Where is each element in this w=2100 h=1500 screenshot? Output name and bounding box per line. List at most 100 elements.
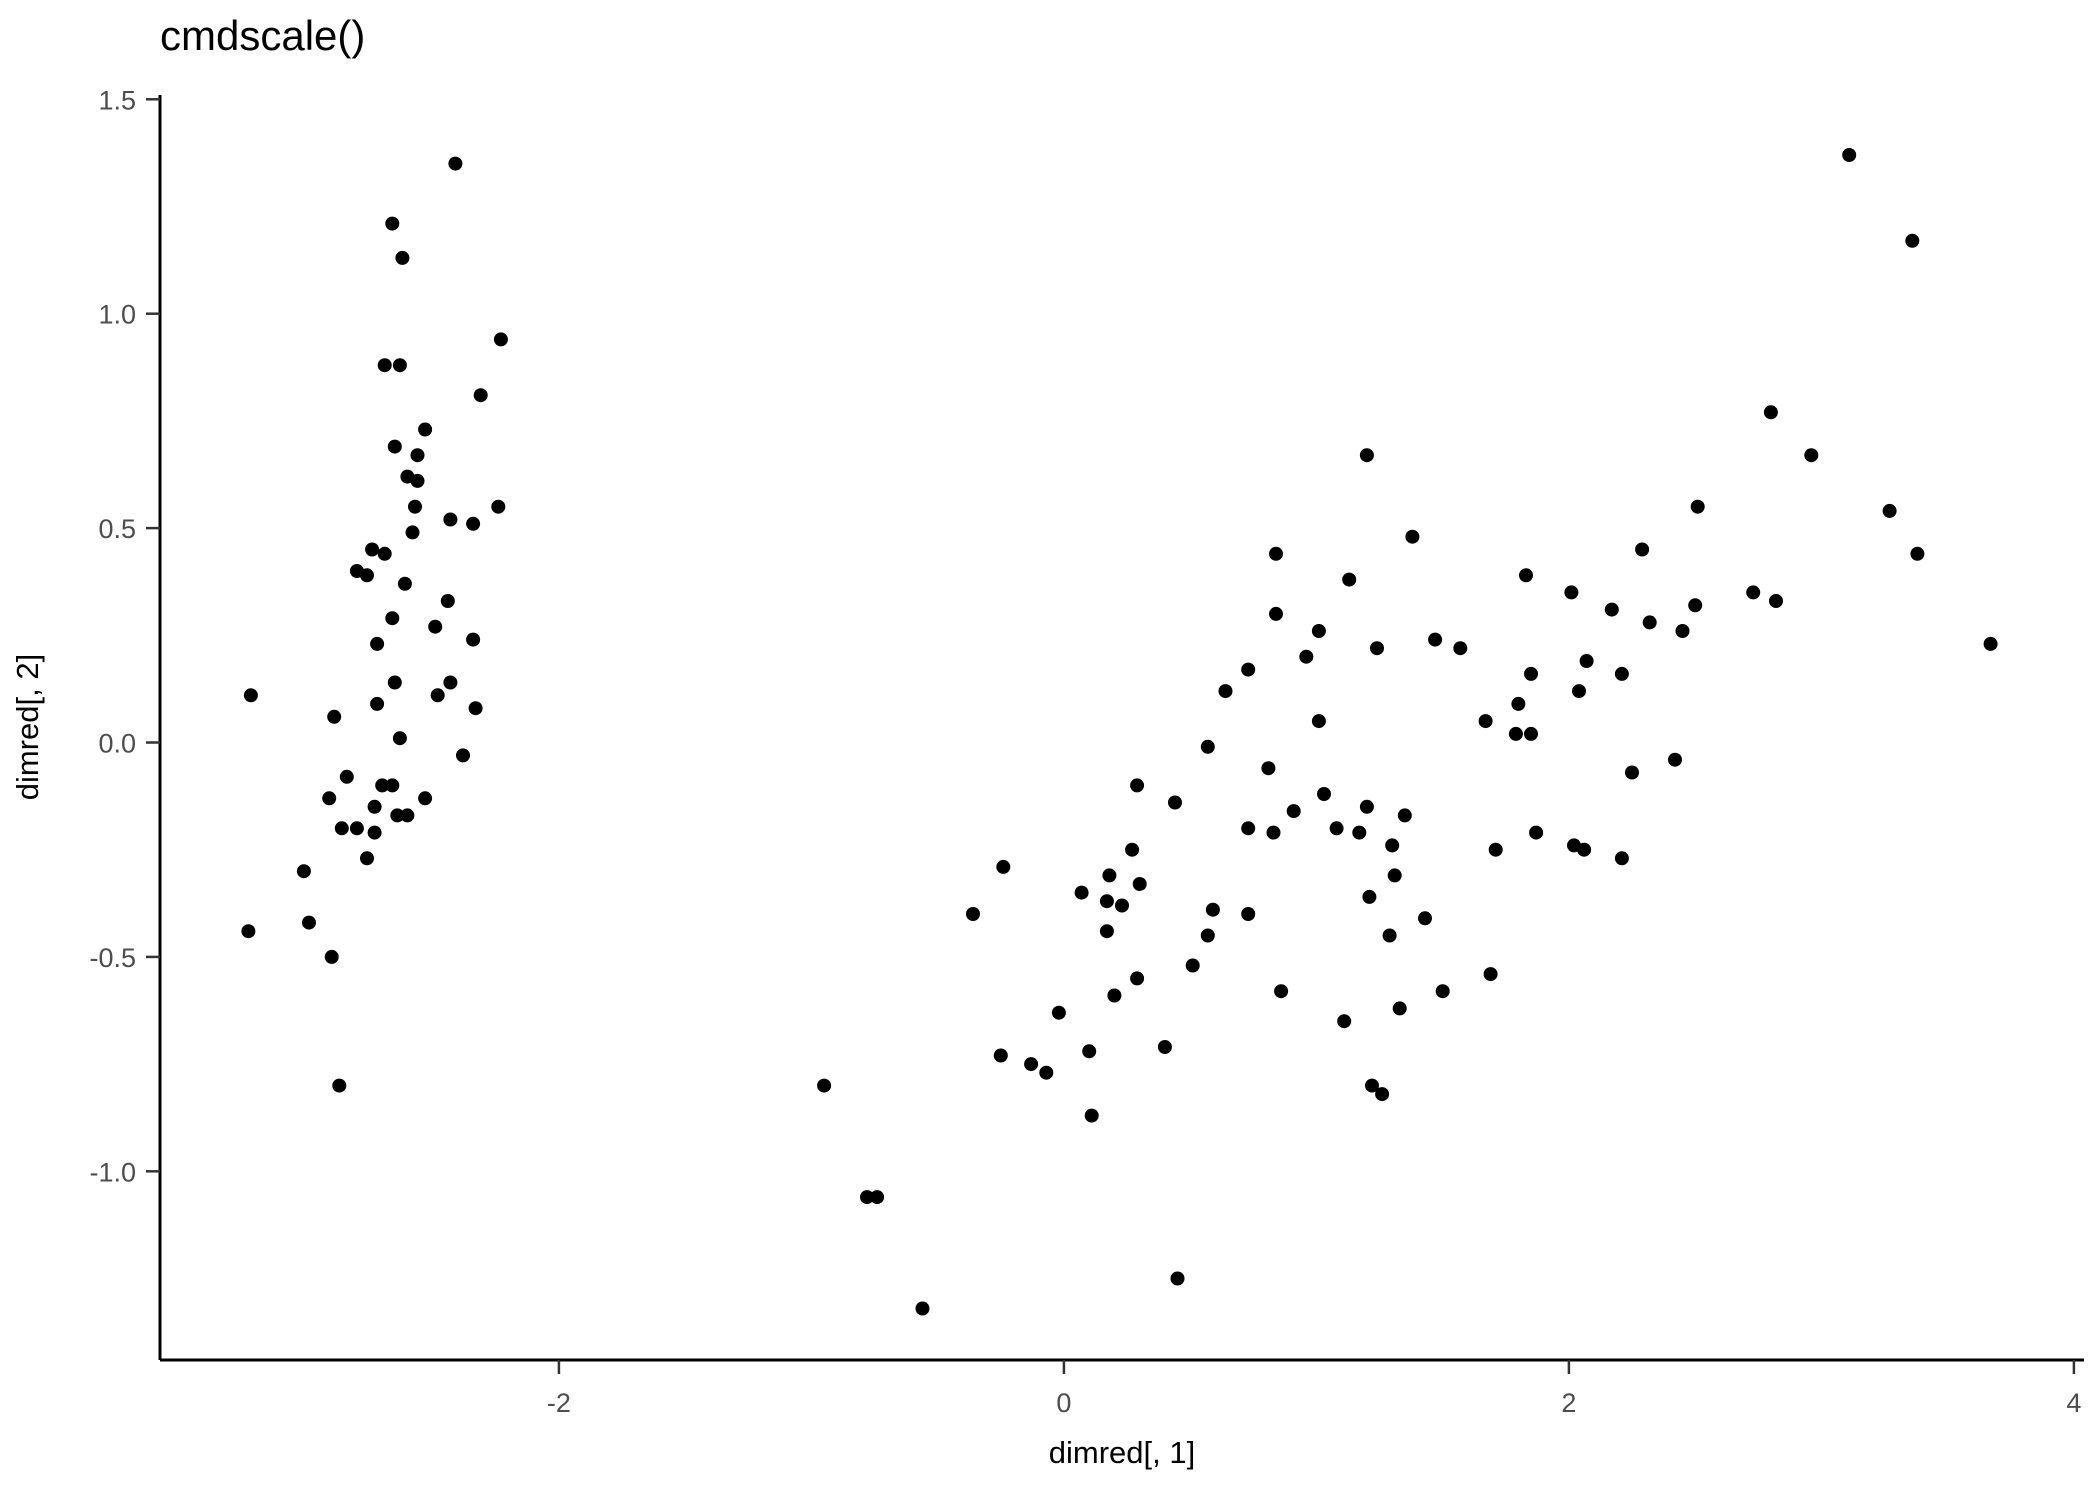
data-point (1168, 795, 1182, 810)
data-point (397, 576, 412, 591)
data-point (1185, 958, 1200, 973)
data-point (466, 516, 481, 531)
x-tick-label: 2 (1561, 1388, 1576, 1418)
data-point (1524, 666, 1538, 681)
data-point (1269, 546, 1283, 561)
data-point (1382, 928, 1397, 943)
data-point (1311, 714, 1326, 729)
data-point (1746, 585, 1761, 600)
data-point (915, 1301, 930, 1316)
data-point (1132, 877, 1147, 891)
data-point (1266, 825, 1281, 840)
data-point (410, 473, 425, 488)
data-point (1405, 529, 1420, 544)
data-point (392, 731, 407, 746)
data-point (1614, 851, 1629, 866)
data-point (324, 949, 339, 964)
data-point (1375, 1087, 1390, 1102)
data-point (1084, 1108, 1099, 1123)
data-point (1218, 684, 1233, 699)
data-point (418, 422, 433, 437)
data-point (1261, 761, 1276, 776)
data-point (1107, 988, 1122, 1003)
y-tick-label: 0.0 (98, 729, 136, 759)
data-point (1286, 804, 1301, 819)
data-point (1024, 1057, 1039, 1072)
data-point (1205, 902, 1220, 917)
y-tick-label: 1.0 (98, 300, 136, 330)
data-point (1337, 1014, 1352, 1029)
data-point (377, 546, 392, 561)
data-point (1625, 765, 1639, 780)
data-point (1074, 885, 1089, 900)
data-point (1688, 598, 1703, 613)
data-point (1130, 778, 1145, 793)
data-point (1882, 503, 1897, 518)
data-point (241, 924, 256, 939)
data-point (1362, 889, 1377, 904)
data-point (387, 675, 402, 690)
data-point (1508, 726, 1523, 741)
data-point (860, 1190, 874, 1205)
data-point (493, 332, 508, 347)
data-point (1418, 911, 1432, 926)
data-point (1392, 1001, 1407, 1016)
data-point (1370, 641, 1384, 656)
data-point (1102, 868, 1117, 883)
data-point (468, 701, 483, 716)
data-point (1130, 971, 1145, 986)
data-point (395, 250, 410, 265)
data-point (360, 568, 374, 583)
data-point (1170, 1271, 1185, 1286)
data-point (370, 696, 385, 711)
data-point (1604, 602, 1619, 617)
data-point (1635, 542, 1650, 557)
x-tick-label: 4 (2066, 1388, 2081, 1418)
x-tick-label: -2 (547, 1388, 571, 1418)
data-point (1359, 448, 1374, 463)
data-point (1453, 641, 1468, 656)
data-point (448, 156, 463, 171)
data-point (377, 358, 392, 373)
data-point (443, 675, 458, 690)
data-point (1577, 842, 1592, 857)
data-point (1241, 662, 1256, 677)
data-point (1842, 148, 1857, 162)
data-point (385, 778, 400, 793)
data-point (1039, 1065, 1054, 1080)
data-point (1317, 787, 1331, 801)
data-point (390, 808, 405, 823)
data-point (1397, 808, 1412, 823)
data-point (405, 525, 420, 540)
data-point (296, 864, 311, 879)
data-point (491, 499, 506, 514)
data-point (1299, 649, 1314, 664)
data-point (385, 216, 400, 231)
data-point (392, 358, 407, 373)
data-point (473, 388, 488, 403)
data-point (1274, 984, 1289, 999)
data-point (1125, 842, 1140, 857)
data-point (367, 799, 382, 814)
data-point (360, 851, 374, 866)
data-point (1241, 907, 1256, 921)
plot-panel: -2 0 2 4 1.5 1.0 0.5 0.0 -0.5 -1.0 (89, 85, 2084, 1418)
data-point (996, 859, 1011, 874)
data-point (1769, 594, 1783, 608)
data-point (1329, 821, 1344, 836)
data-point (1099, 924, 1114, 939)
data-point (387, 439, 402, 454)
data-point (408, 499, 422, 514)
data-point (367, 825, 382, 840)
y-tick-label: 1.5 (98, 85, 136, 115)
data-point (1157, 1040, 1172, 1054)
data-point (400, 808, 415, 823)
y-axis-title: dimred[, 2] (10, 654, 45, 800)
data-point (1905, 233, 1920, 248)
data-point (349, 821, 364, 836)
data-point (365, 542, 380, 557)
data-point (339, 769, 354, 784)
data-point (440, 594, 455, 608)
data-point (302, 915, 316, 930)
